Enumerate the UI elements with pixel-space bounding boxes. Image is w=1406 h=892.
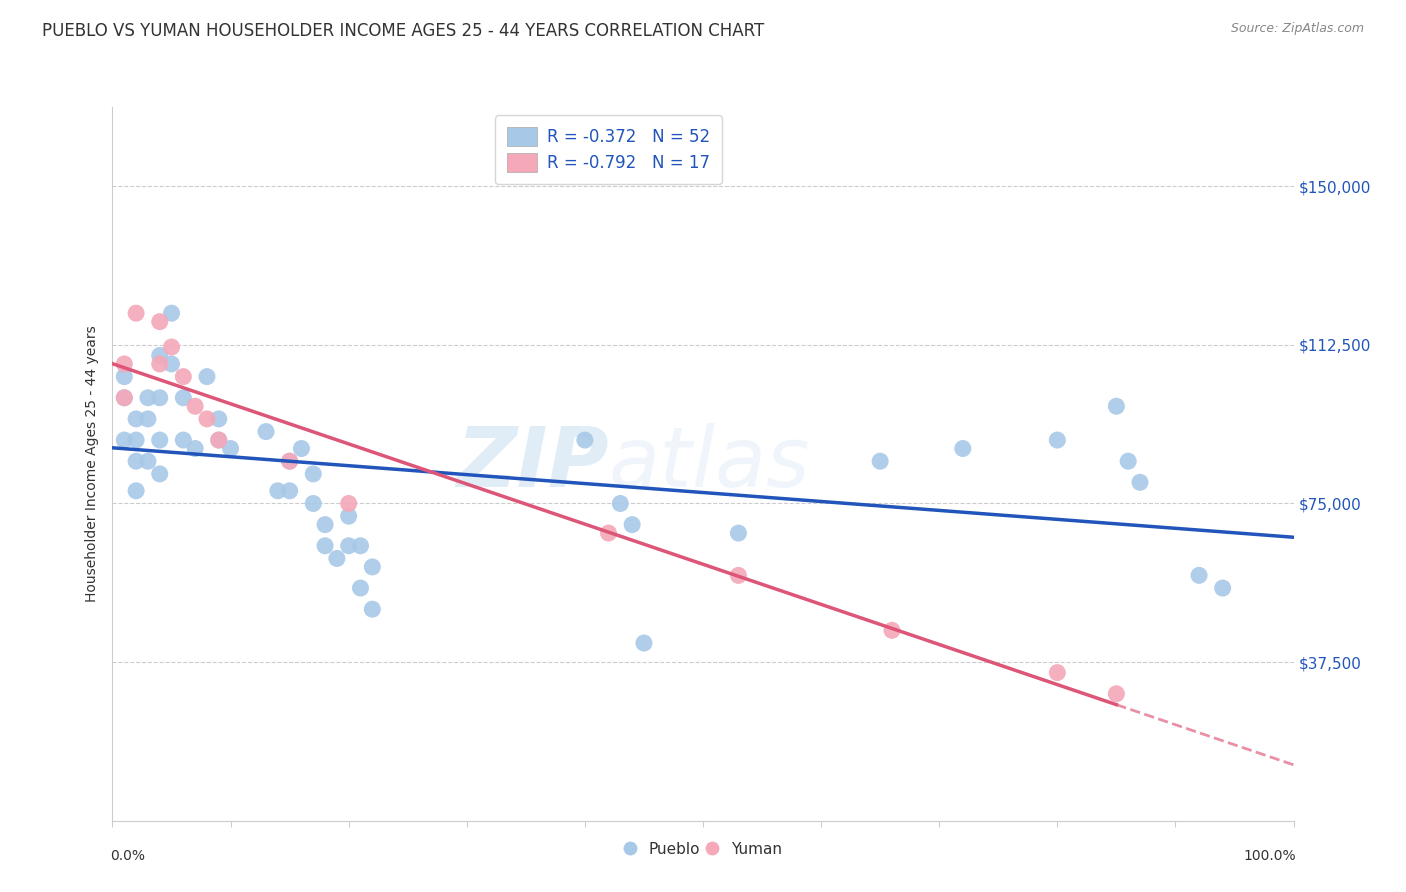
Point: [1105, 399, 1128, 413]
Point: [184, 442, 207, 456]
Point: [361, 560, 384, 574]
Point: [172, 433, 194, 447]
Point: [633, 636, 655, 650]
Point: [290, 442, 312, 456]
Point: [314, 517, 336, 532]
Point: [952, 442, 974, 456]
Point: [1046, 433, 1069, 447]
Point: [125, 306, 148, 320]
Point: [219, 442, 242, 456]
Point: [149, 433, 172, 447]
Point: [1116, 454, 1139, 468]
Point: [160, 340, 183, 354]
Point: [112, 357, 135, 371]
Point: [1105, 687, 1128, 701]
Point: [254, 425, 277, 439]
Point: [125, 433, 148, 447]
Point: [609, 496, 631, 510]
Point: [172, 391, 194, 405]
Point: [136, 391, 159, 405]
Y-axis label: Householder Income Ages 25 - 44 years: Householder Income Ages 25 - 44 years: [86, 326, 100, 602]
Point: [149, 357, 172, 371]
Point: [125, 454, 148, 468]
Point: [1212, 581, 1234, 595]
Point: [149, 391, 172, 405]
Point: [136, 412, 159, 426]
Point: [136, 454, 159, 468]
Point: [337, 496, 360, 510]
Point: [326, 551, 349, 566]
Point: [1129, 475, 1152, 490]
Point: [112, 369, 135, 384]
Text: 0.0%: 0.0%: [110, 849, 145, 863]
Point: [302, 467, 325, 481]
Point: [149, 467, 172, 481]
Point: [149, 349, 172, 363]
Point: [727, 526, 749, 541]
Point: [195, 369, 218, 384]
Point: [208, 433, 231, 447]
Point: [278, 454, 301, 468]
Point: [880, 624, 903, 638]
Point: [160, 357, 183, 371]
Text: ZIP: ZIP: [456, 424, 609, 504]
Point: [1046, 665, 1069, 680]
Point: [112, 391, 135, 405]
Point: [337, 539, 360, 553]
Point: [574, 433, 596, 447]
Point: [184, 399, 207, 413]
Point: [337, 509, 360, 524]
Text: Source: ZipAtlas.com: Source: ZipAtlas.com: [1230, 22, 1364, 36]
Point: [621, 517, 644, 532]
Point: [278, 483, 301, 498]
Point: [112, 433, 135, 447]
Point: [149, 315, 172, 329]
Point: [208, 412, 231, 426]
Point: [1188, 568, 1211, 582]
Point: [869, 454, 891, 468]
Point: [208, 433, 231, 447]
Point: [302, 496, 325, 510]
Point: [195, 412, 218, 426]
Point: [598, 526, 620, 541]
Text: PUEBLO VS YUMAN HOUSEHOLDER INCOME AGES 25 - 44 YEARS CORRELATION CHART: PUEBLO VS YUMAN HOUSEHOLDER INCOME AGES …: [42, 22, 765, 40]
Point: [172, 369, 194, 384]
Text: atlas: atlas: [609, 424, 810, 504]
Point: [160, 306, 183, 320]
Point: [361, 602, 384, 616]
Point: [278, 454, 301, 468]
Point: [267, 483, 290, 498]
Point: [314, 539, 336, 553]
Point: [125, 483, 148, 498]
Point: [125, 412, 148, 426]
Legend: Pueblo, Yuman: Pueblo, Yuman: [619, 836, 787, 863]
Point: [727, 568, 749, 582]
Point: [349, 581, 371, 595]
Point: [349, 539, 371, 553]
Point: [112, 391, 135, 405]
Text: 100.0%: 100.0%: [1243, 849, 1296, 863]
